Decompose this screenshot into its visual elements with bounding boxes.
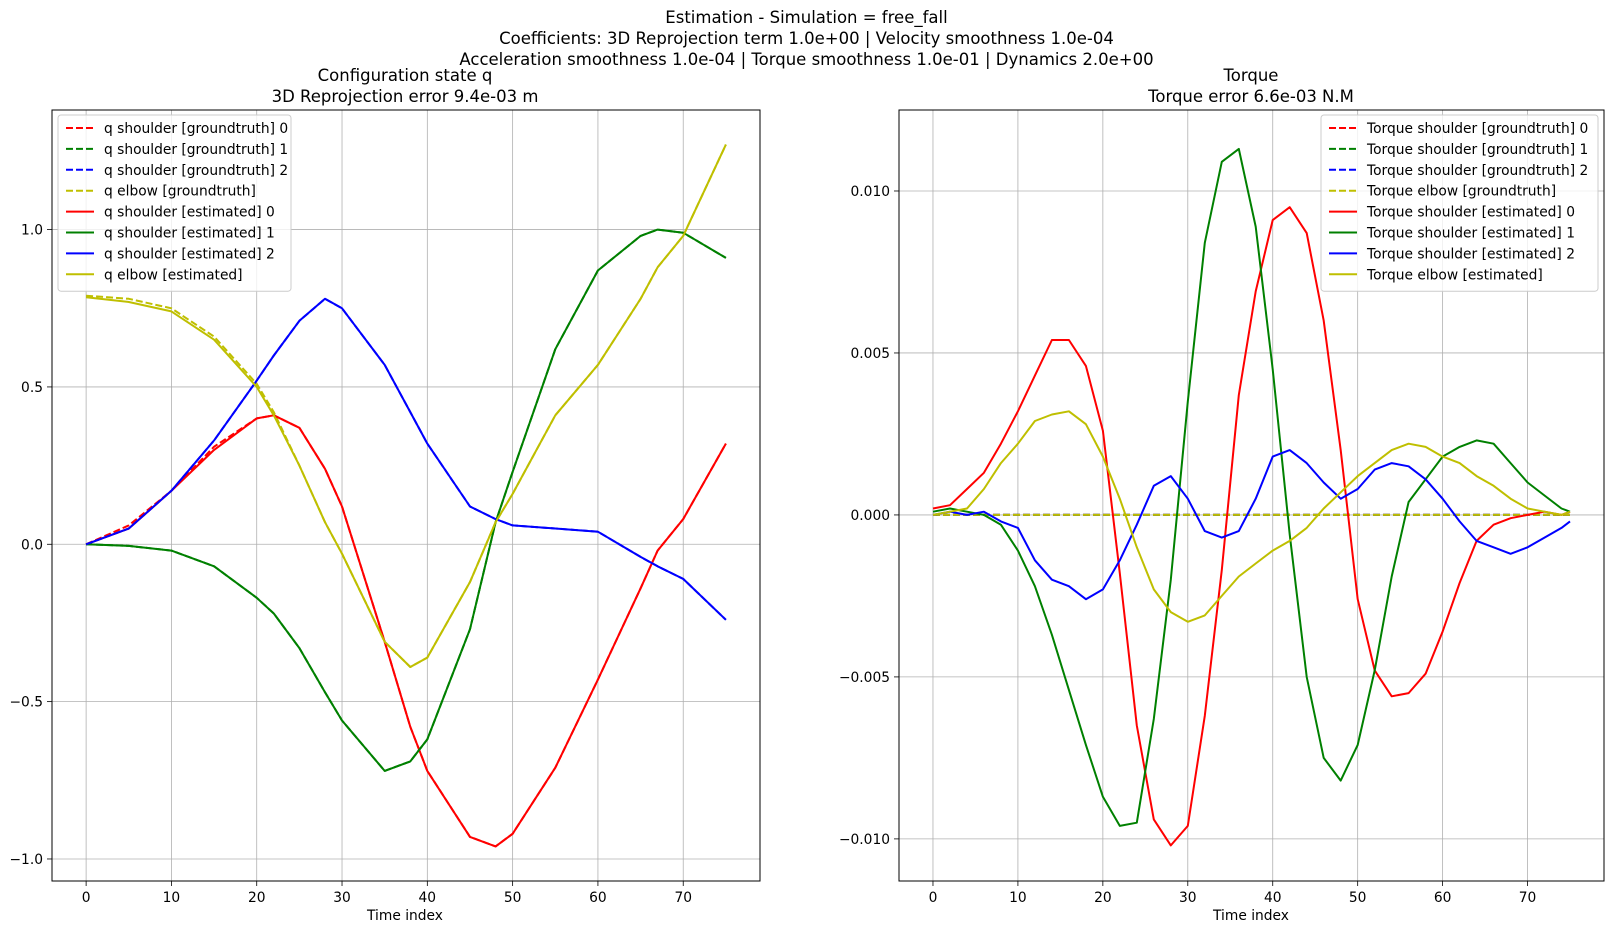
x-tick-label: 10	[163, 890, 181, 906]
x-tick-label: 40	[419, 890, 437, 906]
legend-label: Torque elbow [estimated]	[1366, 267, 1543, 283]
series-line-5	[86, 228, 727, 772]
y-tick-label: −0.005	[839, 670, 890, 686]
legend-label: Torque shoulder [groundtruth] 1	[1366, 142, 1588, 158]
x-tick-label: 20	[248, 890, 266, 906]
suptitle-line-1: Estimation - Simulation = free_fall	[665, 8, 947, 28]
x-tick-label: 10	[1009, 890, 1027, 906]
series-line-6	[85, 297, 727, 621]
x-tick-label: 30	[1179, 890, 1197, 906]
x-tick-label: 40	[1264, 890, 1282, 906]
legend-label: Torque shoulder [groundtruth] 0	[1366, 121, 1588, 137]
legend-label: q elbow [estimated]	[104, 267, 243, 283]
legend-label: Torque shoulder [estimated] 2	[1366, 246, 1575, 262]
legend-label: q shoulder [estimated] 0	[104, 205, 275, 221]
y-tick-label: −0.5	[9, 695, 43, 711]
axes-frame	[898, 109, 1605, 882]
x-axis-label: Time index	[1212, 908, 1289, 924]
legend-label: q shoulder [estimated] 1	[104, 226, 275, 242]
tick-labels: 0 10 20 30 40 50 60 70 −0.010 −0.005 0.000 0.005 0.0…	[839, 184, 1536, 906]
suptitle-line-2: Coefficients: 3D Reprojection term 1.0e+…	[499, 29, 1114, 48]
axes-border	[51, 109, 761, 882]
x-tick-label: 60	[589, 890, 607, 906]
x-tick-label: 20	[1094, 890, 1112, 906]
axes-frame	[51, 109, 761, 882]
legend-label: q shoulder [estimated] 2	[104, 246, 275, 262]
panel-title-line-2: Torque error 6.6e-03 N.M	[1147, 87, 1354, 106]
legend-label: Torque shoulder [estimated] 0	[1366, 205, 1575, 221]
tick-labels: 0 10 20 30 40 50 60 70 −1.0 −0.5 0.0 0.5 1.0	[9, 223, 692, 906]
legend: q shoulder [groundtruth] 0 q shoulder [gr…	[57, 114, 292, 292]
x-tick-label: 60	[1434, 890, 1452, 906]
x-tick-label: 30	[333, 890, 351, 906]
legend-label: Torque elbow [groundtruth]	[1366, 184, 1556, 200]
series-line-7	[932, 410, 1571, 623]
x-tick-label: 0	[929, 890, 938, 906]
plot-lines	[932, 147, 1571, 847]
y-tick-label: 0.000	[851, 508, 891, 524]
legend-label: q elbow [groundtruth]	[104, 184, 256, 200]
torque-panel: Torque Torque error 6.6e-03 N.M 0 10 20 30 4…	[839, 66, 1605, 924]
x-tick-label: 50	[504, 890, 522, 906]
x-tick-label: 50	[1349, 890, 1367, 906]
x-tick-label: 0	[82, 890, 91, 906]
y-tick-label: −1.0	[9, 852, 43, 868]
panel-title-line-1: Configuration state q	[318, 66, 493, 85]
y-tick-label: 0.5	[21, 380, 43, 396]
series-line-7	[85, 144, 727, 668]
legend-box	[57, 114, 292, 292]
plot-lines	[85, 144, 727, 848]
grid-lines	[52, 110, 760, 881]
legend-label: q shoulder [groundtruth] 0	[104, 121, 288, 137]
x-tick-label: 70	[1519, 890, 1537, 906]
y-tick-label: 0.005	[851, 346, 891, 362]
x-axis-label: Time index	[366, 908, 443, 924]
legend-label: Torque shoulder [groundtruth] 2	[1366, 163, 1588, 179]
legend: Torque shoulder [groundtruth] 0 Torque sh…	[1320, 114, 1599, 292]
legend-box	[1320, 114, 1599, 292]
legend-label: q shoulder [groundtruth] 2	[104, 163, 288, 179]
series-line-4	[932, 206, 1571, 847]
y-tick-label: 1.0	[21, 223, 43, 239]
legend-label: q shoulder [groundtruth] 1	[104, 142, 288, 158]
series-line-4	[85, 414, 727, 848]
y-tick-label: −0.010	[839, 832, 890, 848]
suptitle-line-3: Acceleration smoothness 1.0e-04 | Torque…	[459, 50, 1153, 69]
series-line-5	[932, 147, 1571, 827]
panel-title-line-2: 3D Reprojection error 9.4e-03 m	[272, 87, 539, 106]
configuration-state-panel: Configuration state q 3D Reprojection er…	[9, 66, 761, 924]
axes-border	[898, 109, 1605, 882]
y-tick-label: 0.010	[851, 184, 891, 200]
panel-title-line-1: Torque	[1223, 66, 1279, 85]
legend-label: Torque shoulder [estimated] 1	[1366, 226, 1575, 242]
y-tick-label: 0.0	[21, 537, 43, 553]
x-tick-label: 70	[674, 890, 692, 906]
series-line-6	[932, 449, 1571, 601]
